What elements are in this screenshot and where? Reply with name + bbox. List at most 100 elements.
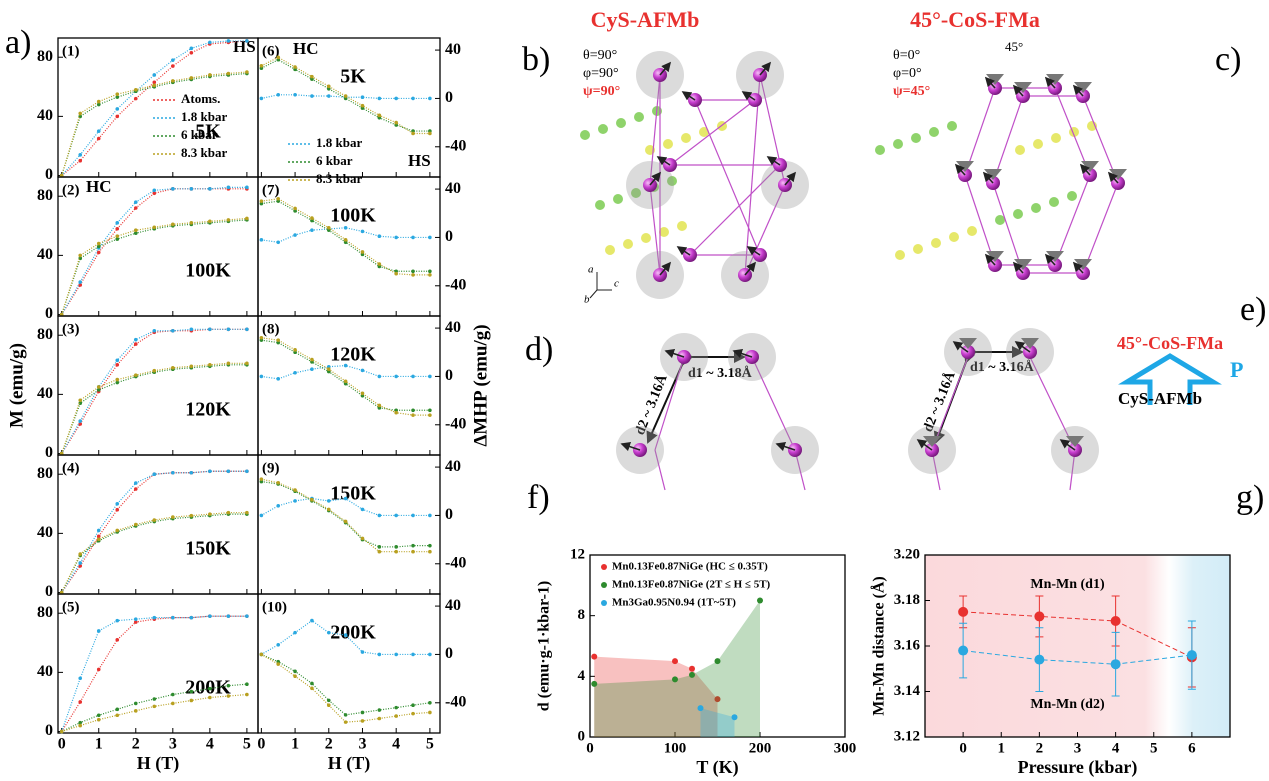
data-point — [259, 374, 264, 379]
y-tick-label: 40 — [445, 597, 461, 614]
data-point — [96, 717, 101, 722]
data-point — [96, 102, 101, 107]
series-label: Mn-Mn (d2) — [1030, 697, 1105, 712]
data-point — [394, 374, 398, 379]
spin-arrow — [732, 348, 753, 359]
data-point — [394, 271, 398, 276]
y-tick-label: 40 — [445, 180, 461, 197]
data-point — [208, 73, 212, 77]
data-point — [958, 606, 969, 617]
data-point — [326, 367, 331, 371]
data-point — [428, 235, 432, 240]
data-point — [714, 696, 721, 703]
spin-arrow — [1079, 163, 1091, 176]
data-point — [1034, 611, 1045, 622]
ligand-atom — [893, 139, 903, 149]
plot-frame — [57, 37, 259, 178]
data-point — [245, 361, 249, 366]
temperature: 100K — [185, 260, 231, 282]
data-point — [208, 187, 212, 191]
data-line — [61, 40, 247, 176]
field-annotation: HC — [86, 177, 112, 196]
data-point — [276, 662, 281, 666]
y-tick-label: 40 — [37, 246, 53, 263]
data-point — [293, 348, 297, 352]
data-point — [411, 131, 415, 136]
data-point — [115, 377, 120, 382]
data-point — [171, 470, 175, 475]
data-point — [377, 708, 382, 712]
ligand-atom — [947, 121, 957, 131]
spin-cone — [1021, 338, 1039, 349]
pressure-label: P — [1230, 357, 1243, 382]
data-point — [152, 188, 157, 193]
data-point — [958, 645, 969, 656]
data-point — [259, 652, 264, 657]
data-point — [411, 96, 415, 101]
data-point — [276, 240, 281, 245]
data-point — [1186, 650, 1197, 661]
y-tick-label: 0 — [45, 444, 53, 461]
plot-frame — [257, 315, 441, 456]
x-tick-label: 0 — [959, 740, 967, 756]
y-tick-label: 40 — [37, 107, 53, 124]
data-point — [757, 597, 763, 604]
data-point — [133, 231, 138, 235]
data-point — [115, 501, 120, 506]
data-point — [276, 481, 281, 485]
y-tick-label: 40 — [445, 458, 461, 475]
data-point — [689, 671, 695, 678]
x-tick-label: 3 — [358, 736, 366, 753]
spin-arrow — [620, 441, 641, 452]
spin-cone — [923, 436, 941, 447]
y-tick-label: 3.16 — [894, 637, 921, 653]
data-line — [61, 328, 247, 454]
data-point — [411, 269, 415, 274]
data-point — [189, 50, 194, 55]
data-point — [394, 652, 398, 657]
spin-cone — [986, 74, 1004, 85]
data-line — [61, 188, 247, 315]
data-point — [360, 650, 365, 654]
data-point — [152, 83, 157, 88]
data-line — [61, 615, 247, 732]
data-point — [428, 543, 432, 548]
data-line — [61, 615, 247, 732]
data-point — [226, 218, 231, 222]
spin-arrow — [649, 171, 662, 186]
data-point — [115, 92, 120, 96]
panel-number: (5) — [62, 599, 80, 615]
spin-arrow — [1044, 76, 1056, 89]
pressure-arrow — [1118, 353, 1222, 405]
y-axis-title: d (emu·g-1·kbar-1) — [536, 581, 553, 712]
data-point — [428, 96, 432, 101]
data-point — [411, 703, 415, 707]
x-tick-label: 6 — [1188, 740, 1196, 756]
data-point — [189, 698, 194, 703]
data-point — [1034, 654, 1045, 665]
x-tick-label: 0 — [257, 736, 265, 753]
x-tick-label: 4 — [1112, 740, 1120, 756]
data-line — [61, 40, 247, 176]
data-point — [259, 335, 264, 340]
data-point — [1110, 659, 1121, 670]
bond — [669, 99, 756, 166]
x-tick-label: 3 — [169, 736, 177, 753]
axis-name: a — [588, 264, 594, 276]
data-point — [208, 219, 212, 224]
data-line — [261, 364, 430, 380]
data-point — [189, 689, 194, 694]
y-tick-label: 80 — [37, 187, 53, 204]
ligand-atom — [667, 176, 677, 186]
data-point — [377, 96, 382, 101]
data-point — [394, 513, 398, 518]
data-point — [411, 543, 415, 548]
panel-number: (9) — [262, 460, 280, 476]
data-point — [310, 228, 314, 232]
spin-cone — [959, 338, 977, 349]
data-point — [115, 114, 120, 119]
spin-arrow — [1072, 261, 1084, 274]
data-point — [394, 549, 398, 554]
data-point — [276, 377, 281, 381]
